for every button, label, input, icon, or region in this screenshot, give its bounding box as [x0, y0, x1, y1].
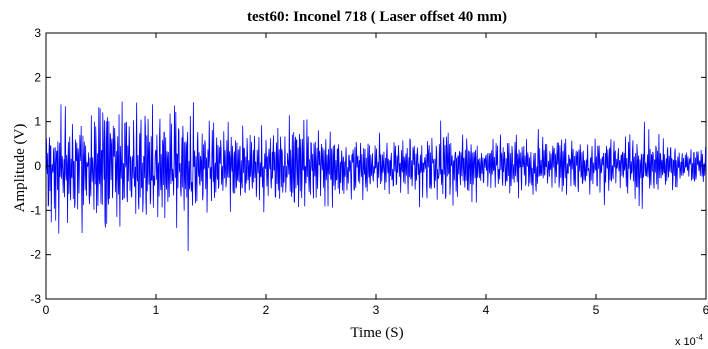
y-tick-label: 2 [34, 70, 41, 84]
x-axis-multiplier: x 10-4 [675, 333, 703, 348]
x-axis-label: Time (S) [350, 325, 403, 341]
x-tick-label: 4 [483, 303, 490, 317]
x-tick-label: 1 [153, 303, 160, 317]
series-line [45, 101, 707, 252]
x-axis: 0 1 2 3 4 5 6 [43, 33, 708, 317]
y-axis-label: Amplitude (V) [12, 124, 28, 213]
y-tick-label: 1 [34, 115, 41, 129]
y-tick-label: -3 [30, 292, 41, 306]
plot-area [45, 32, 707, 300]
y-axis: 3 2 1 0 -1 -2 -3 [30, 26, 706, 306]
x-tick-label: 2 [263, 303, 270, 317]
x-multiplier-base: x 10 [675, 336, 696, 348]
y-tick-label: 0 [34, 159, 41, 173]
y-tick-label: -2 [30, 248, 41, 262]
x-tick-label: 6 [703, 303, 708, 317]
chart-title: test60: Inconel 718 ( Laser offset 40 mm… [247, 9, 507, 25]
x-tick-label: 5 [593, 303, 600, 317]
y-tick-label: 3 [34, 26, 41, 40]
x-multiplier-exponent: -4 [696, 333, 704, 342]
x-tick-label: 3 [373, 303, 380, 317]
y-tick-label: -1 [30, 203, 41, 217]
x-tick-label: 0 [43, 303, 50, 317]
